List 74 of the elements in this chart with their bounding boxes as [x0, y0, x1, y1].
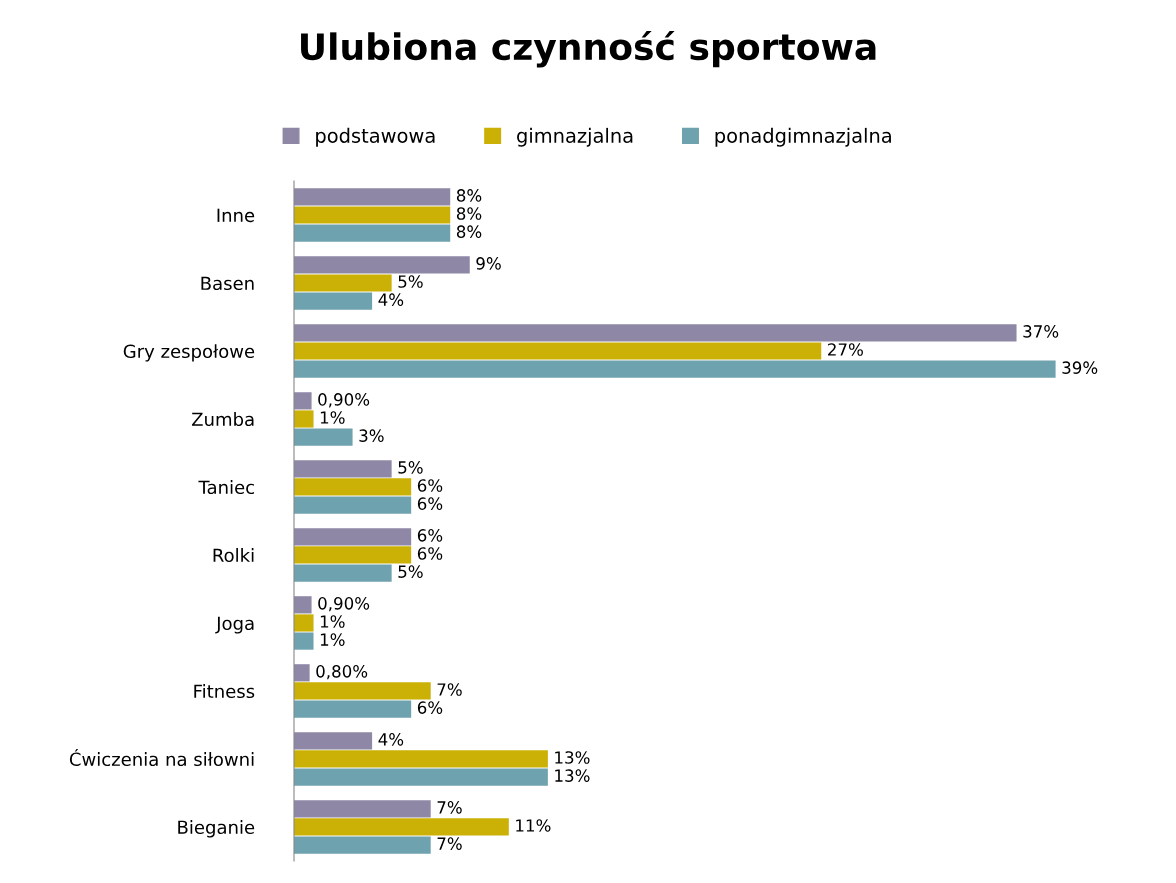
data-label: 4% — [378, 293, 404, 306]
bar — [294, 732, 373, 750]
bar — [294, 664, 310, 682]
bar — [294, 564, 392, 582]
bar — [294, 768, 548, 786]
bar — [294, 700, 412, 718]
bar — [294, 460, 392, 478]
data-label: 27% — [828, 343, 863, 356]
bar — [294, 360, 1056, 378]
data-label: 6% — [417, 701, 443, 714]
data-label: 6% — [417, 479, 443, 492]
data-label: 3% — [359, 429, 384, 442]
bar — [294, 496, 412, 514]
data-label: 5% — [398, 275, 423, 288]
legend-label: gimnazjalna — [517, 127, 633, 147]
y-tick-label: Taniec — [198, 480, 254, 495]
data-label: 39% — [1062, 361, 1098, 374]
bar — [294, 206, 451, 224]
bar — [294, 188, 451, 206]
data-label: 1% — [320, 633, 345, 646]
data-label: 13% — [555, 751, 590, 764]
data-label: 8% — [456, 207, 482, 220]
data-label: 8% — [456, 189, 482, 202]
bar — [294, 292, 373, 310]
data-label: 6% — [417, 547, 443, 560]
bar — [294, 224, 451, 242]
y-tick-label: Inne — [217, 208, 255, 223]
bar — [294, 632, 314, 650]
data-label: 6% — [417, 497, 443, 510]
data-label: 4% — [378, 733, 404, 746]
bar — [294, 596, 312, 614]
chart-title: Ulubiona czynność sportowa — [301, 30, 876, 68]
legend-label: podstawowa — [316, 127, 435, 147]
data-label: 5% — [398, 461, 423, 474]
bar — [294, 392, 312, 410]
bar — [294, 274, 392, 292]
bar — [294, 528, 412, 546]
data-label: 1% — [320, 411, 345, 424]
data-label: 7% — [437, 683, 462, 696]
data-label: 7% — [437, 801, 462, 814]
bar — [294, 410, 314, 428]
y-tick-label: Basen — [201, 276, 254, 291]
data-label: 7% — [437, 837, 462, 850]
y-tick-label: Rolki — [213, 548, 254, 563]
y-tick-label: Ćwiczenia na siłowni — [69, 749, 254, 767]
data-label: 37% — [1023, 325, 1059, 338]
y-tick-label: Gry zespołowe — [123, 344, 255, 362]
bar — [294, 428, 353, 446]
data-label: 0,90% — [318, 597, 370, 612]
y-tick-label: Bieganie — [178, 820, 255, 838]
data-label: 1% — [320, 615, 345, 628]
bar — [294, 256, 470, 274]
bar — [294, 478, 412, 496]
bar — [294, 750, 548, 768]
legend-label: ponadgimnazjalna — [715, 127, 891, 147]
bar — [294, 818, 509, 836]
bar — [294, 614, 314, 632]
bar — [294, 324, 1017, 342]
data-label: 0,90% — [318, 393, 370, 408]
y-tick-label: Fitness — [194, 684, 255, 699]
data-label: 6% — [417, 529, 443, 542]
data-label: 13% — [555, 769, 590, 782]
bar — [294, 682, 431, 700]
data-label: 8% — [456, 225, 482, 238]
bar — [294, 546, 412, 564]
bar — [294, 800, 431, 818]
bar — [294, 836, 431, 854]
data-label: 9% — [476, 257, 501, 270]
y-tick-label: Zumba — [192, 412, 254, 427]
data-label: 0,80% — [316, 665, 368, 680]
data-label: 11% — [516, 819, 551, 832]
data-label: 5% — [398, 565, 423, 578]
bar — [294, 342, 822, 360]
y-tick-label: Joga — [215, 616, 254, 634]
